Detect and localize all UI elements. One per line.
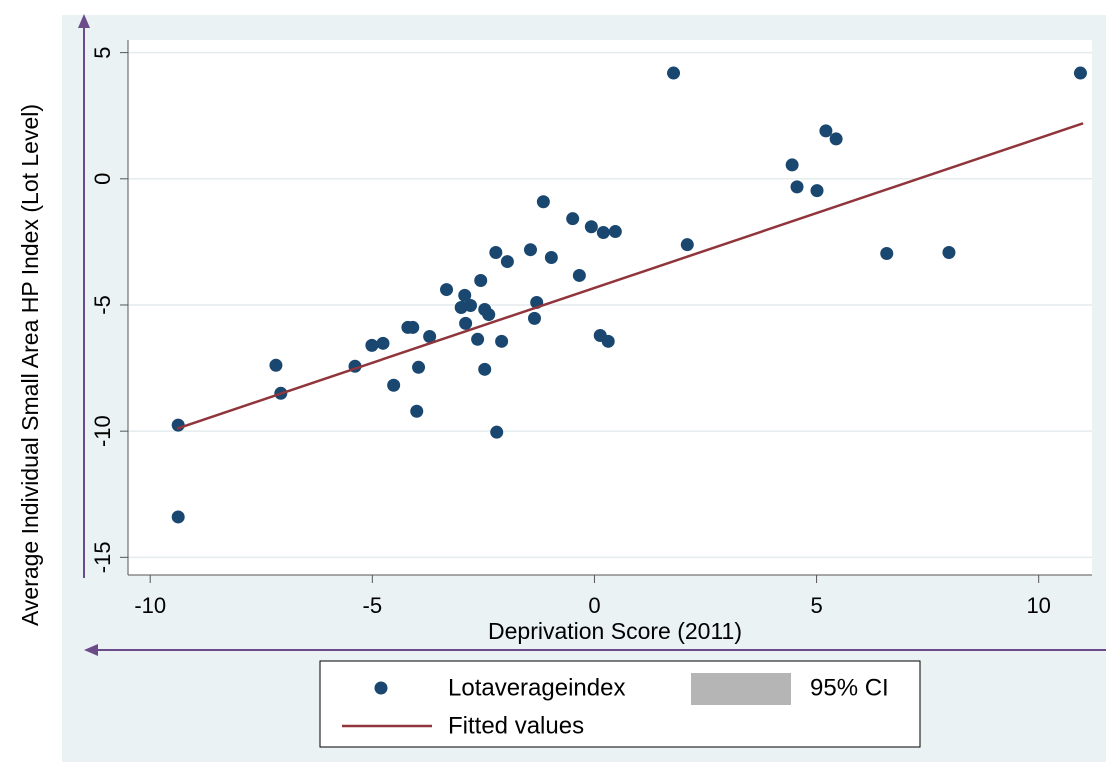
- point: [810, 184, 824, 198]
- point: [489, 245, 503, 259]
- point: [829, 132, 843, 146]
- point: [458, 288, 472, 302]
- point: [423, 330, 437, 344]
- y-tick-label: -10: [90, 415, 115, 447]
- point: [410, 404, 424, 418]
- point: [406, 320, 420, 334]
- point: [942, 245, 956, 259]
- legend-marker: [374, 681, 388, 695]
- legend-label: Fitted values: [448, 712, 584, 739]
- point: [527, 311, 541, 325]
- point: [1073, 66, 1087, 80]
- point: [440, 283, 454, 297]
- y-tick-label: -5: [90, 295, 115, 315]
- point: [601, 334, 615, 348]
- point: [365, 338, 379, 352]
- x-axis-title: Deprivation Score (2011): [488, 618, 742, 644]
- x-tick-label: 5: [810, 593, 822, 618]
- point: [471, 332, 485, 346]
- legend: [319, 660, 921, 748]
- point: [269, 358, 283, 372]
- arrow-head: [78, 14, 90, 28]
- point: [566, 212, 580, 226]
- legend-label: Lotaverageindex: [448, 674, 625, 701]
- point: [387, 378, 401, 392]
- point: [171, 510, 185, 524]
- arrow-head: [84, 644, 98, 656]
- x-tick-label: -5: [363, 593, 383, 618]
- y-tick-label: 5: [90, 46, 115, 58]
- legend-swatch: [691, 673, 791, 705]
- fitted-line: [176, 122, 1084, 430]
- point: [459, 316, 473, 330]
- point: [495, 334, 509, 348]
- point: [478, 362, 492, 376]
- point: [608, 225, 622, 239]
- y-tick-label: -15: [90, 541, 115, 573]
- point: [474, 273, 488, 287]
- point: [790, 180, 804, 194]
- point: [464, 298, 478, 312]
- point: [536, 195, 550, 209]
- point: [785, 158, 799, 172]
- x-tick-label: 10: [1026, 593, 1050, 618]
- point: [523, 243, 537, 257]
- legend-label: 95% CI: [810, 674, 889, 701]
- point: [500, 255, 514, 269]
- point: [819, 124, 833, 138]
- point: [880, 246, 894, 260]
- point: [412, 360, 426, 374]
- point: [544, 251, 558, 265]
- point: [490, 425, 504, 439]
- y-axis-title: Average Individual Small Area HP Index (…: [17, 104, 43, 626]
- point: [667, 66, 681, 80]
- point: [596, 226, 610, 240]
- point: [376, 336, 390, 350]
- point: [680, 238, 694, 252]
- x-tick-label: -10: [134, 593, 166, 618]
- point: [584, 220, 598, 234]
- y-tick-label: 0: [90, 173, 115, 185]
- point: [572, 268, 586, 282]
- point: [482, 308, 496, 322]
- x-tick-label: 0: [588, 593, 600, 618]
- plot-area: [128, 40, 1092, 575]
- point: [171, 418, 185, 432]
